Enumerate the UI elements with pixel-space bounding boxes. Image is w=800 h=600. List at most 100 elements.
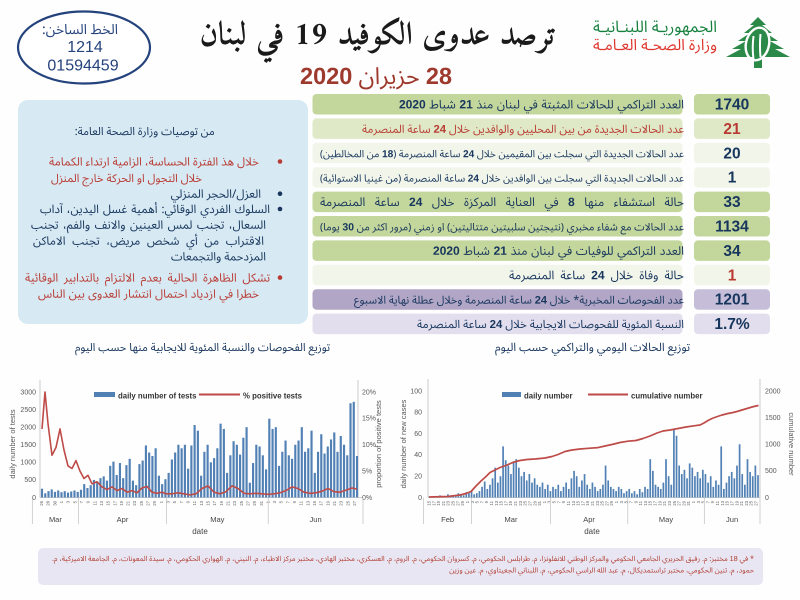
svg-text:1: 1 [542, 500, 547, 503]
svg-text:date: date [192, 527, 208, 536]
svg-text:29: 29 [609, 500, 614, 505]
svg-text:9: 9 [86, 500, 91, 503]
svg-text:20: 20 [414, 474, 422, 481]
svg-text:cumulative number: cumulative number [787, 412, 796, 476]
svg-text:25: 25 [139, 500, 144, 505]
svg-text:17: 17 [730, 500, 735, 505]
svg-text:21: 21 [739, 500, 744, 505]
svg-text:27: 27 [455, 500, 460, 505]
svg-text:23: 23 [518, 500, 523, 505]
svg-text:27: 27 [352, 500, 357, 505]
svg-text:13: 13 [199, 500, 204, 505]
svg-text:27: 27 [677, 500, 682, 505]
svg-text:23: 23 [744, 500, 749, 505]
svg-text:25: 25 [345, 500, 350, 505]
svg-text:29: 29 [152, 500, 157, 505]
svg-text:5: 5 [475, 500, 480, 503]
svg-text:15: 15 [312, 500, 317, 505]
svg-text:25: 25 [239, 500, 244, 505]
svg-text:Jun: Jun [310, 515, 322, 524]
svg-text:11: 11 [566, 500, 571, 505]
svg-text:27: 27 [528, 500, 533, 505]
svg-text:15: 15 [106, 500, 111, 505]
svg-text:28: 28 [46, 500, 51, 505]
svg-text:7: 7 [629, 500, 634, 503]
svg-text:1: 1 [728, 267, 737, 284]
svg-text:2000: 2000 [20, 425, 36, 432]
svg-text:25: 25 [523, 500, 528, 505]
svg-text:1740: 1740 [715, 97, 749, 114]
svg-text:40: 40 [414, 452, 422, 459]
svg-text:daily number of new cases: daily number of new cases [399, 399, 408, 488]
svg-text:19: 19 [508, 500, 513, 505]
svg-text:7: 7 [705, 500, 710, 503]
svg-text:25: 25 [600, 500, 605, 505]
svg-text:1: 1 [728, 170, 737, 187]
svg-text:May: May [210, 515, 224, 524]
svg-text:5: 5 [624, 500, 629, 503]
svg-text:23: 23 [595, 500, 600, 505]
svg-text:3: 3 [470, 500, 475, 503]
svg-text:1500: 1500 [765, 415, 781, 422]
svg-text:3: 3 [547, 500, 552, 503]
svg-text:19: 19 [436, 500, 441, 505]
svg-text:11: 11 [299, 500, 304, 505]
svg-text:Mar: Mar [49, 515, 62, 524]
svg-text:7: 7 [79, 500, 84, 503]
svg-text:15: 15 [499, 500, 504, 505]
svg-text:10%: 10% [362, 442, 376, 449]
svg-text:Jun: Jun [726, 515, 738, 524]
svg-text:13: 13 [720, 500, 725, 505]
svg-text:25: 25 [451, 500, 456, 505]
svg-text:daily number of tests: daily number of tests [8, 409, 17, 478]
svg-text:3000: 3000 [20, 389, 36, 396]
svg-text:7: 7 [479, 500, 484, 503]
svg-text:29: 29 [252, 500, 257, 505]
svg-text:60: 60 [414, 431, 422, 438]
svg-text:33: 33 [723, 194, 741, 211]
svg-text:15: 15 [725, 500, 730, 505]
svg-text:1500: 1500 [20, 442, 36, 449]
svg-text:9: 9 [292, 500, 297, 503]
svg-text:9: 9 [186, 500, 191, 503]
svg-text:21: 21 [441, 500, 446, 505]
svg-text:17: 17 [319, 500, 324, 505]
svg-text:13: 13 [643, 500, 648, 505]
svg-text:100: 100 [410, 388, 422, 395]
svg-text:11: 11 [192, 500, 197, 505]
svg-text:5: 5 [72, 500, 77, 503]
svg-text:5%: 5% [362, 468, 372, 475]
svg-text:19: 19 [325, 500, 330, 505]
svg-text:May: May [659, 515, 673, 524]
svg-text:34: 34 [723, 243, 741, 260]
svg-text:Mar: Mar [505, 515, 518, 524]
svg-text:1214: 1214 [67, 39, 103, 56]
svg-text:15: 15 [648, 500, 653, 505]
svg-text:date: date [584, 527, 600, 536]
svg-text:3: 3 [166, 500, 171, 503]
svg-text:7: 7 [556, 500, 561, 503]
svg-text:21: 21 [226, 500, 231, 505]
svg-text:19: 19 [657, 500, 662, 505]
svg-text:5: 5 [279, 500, 284, 503]
svg-text:21: 21 [590, 500, 595, 505]
svg-text:21: 21 [513, 500, 518, 505]
svg-text:3: 3 [696, 500, 701, 503]
svg-text:3: 3 [272, 500, 277, 503]
svg-text:17: 17 [212, 500, 217, 505]
svg-text:19: 19 [585, 500, 590, 505]
svg-text:5: 5 [701, 500, 706, 503]
svg-text:3: 3 [66, 500, 71, 503]
svg-text:0: 0 [765, 495, 769, 502]
svg-text:1000: 1000 [765, 442, 781, 449]
svg-text:1: 1 [59, 500, 64, 503]
svg-text:Apr: Apr [117, 515, 129, 524]
svg-text:1: 1 [159, 500, 164, 503]
svg-text:21: 21 [126, 500, 131, 505]
svg-text:30: 30 [52, 500, 57, 505]
svg-text:0: 0 [32, 495, 36, 502]
svg-text:29: 29 [532, 500, 537, 505]
svg-text:29: 29 [460, 500, 465, 505]
svg-text:13: 13 [305, 500, 310, 505]
svg-text:31: 31 [686, 500, 691, 505]
